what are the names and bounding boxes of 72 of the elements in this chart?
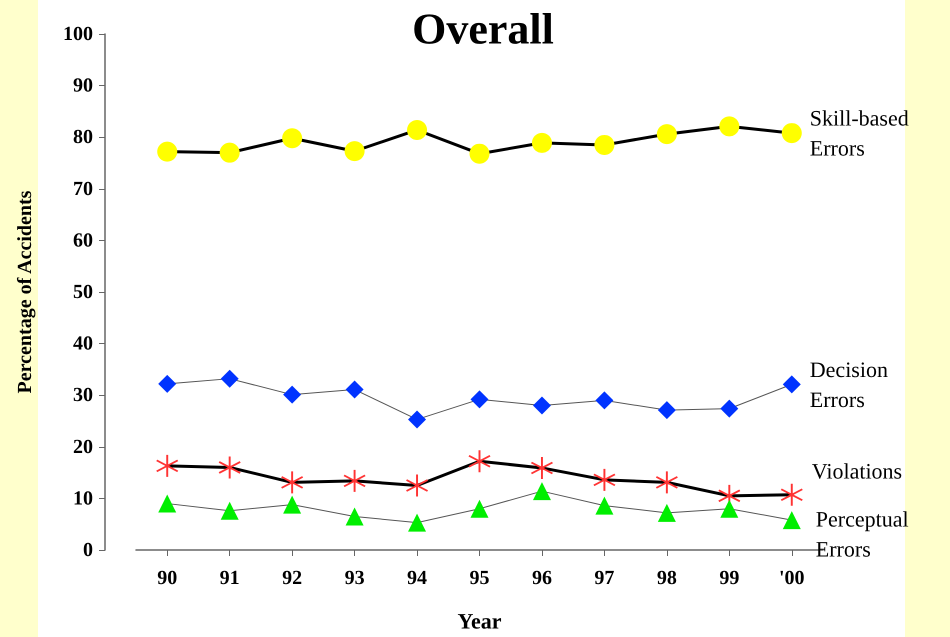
y-tick-label: 10 <box>73 487 93 510</box>
point <box>281 471 304 494</box>
point <box>656 471 678 494</box>
x-tick-label: 97 <box>594 567 614 589</box>
point <box>156 454 178 477</box>
point <box>344 470 366 492</box>
point <box>594 134 614 155</box>
x-tick-label: 96 <box>532 567 552 589</box>
point <box>158 374 176 393</box>
point <box>658 504 676 522</box>
series-label: Perceptual Errors <box>816 506 914 562</box>
point <box>530 456 553 479</box>
point <box>782 375 801 394</box>
point <box>408 410 426 428</box>
point <box>780 484 803 506</box>
point <box>407 120 428 140</box>
y-tick-label: 30 <box>73 384 93 406</box>
series-label: Violations <box>812 458 902 484</box>
y-tick-label: 90 <box>73 74 93 97</box>
point <box>220 370 239 388</box>
y-tick-label: 40 <box>73 332 93 355</box>
point <box>658 401 676 420</box>
series-label: Decision Errors <box>810 356 894 412</box>
point <box>282 128 302 148</box>
point <box>344 141 365 162</box>
point <box>656 124 677 144</box>
point <box>470 144 490 164</box>
y-tick-label: 80 <box>73 126 93 148</box>
x-tick-label: '00 <box>778 567 805 589</box>
point <box>532 396 551 415</box>
point <box>720 500 738 518</box>
point <box>782 123 802 144</box>
point <box>782 511 801 530</box>
x-tick-label: 92 <box>282 567 302 589</box>
y-axis-title: Percentage of Accidents <box>14 190 36 394</box>
y-tick-label: 50 <box>73 281 93 303</box>
point <box>470 500 488 518</box>
x-tick-label: 90 <box>157 567 178 589</box>
y-tick-label: 70 <box>73 178 93 200</box>
x-tick-label: 91 <box>220 567 240 589</box>
x-tick-label: 94 <box>407 567 428 589</box>
y-tick-label: 100 <box>63 23 93 45</box>
x-tick-label: 99 <box>719 567 740 589</box>
point <box>346 507 364 526</box>
point <box>158 494 176 513</box>
point <box>283 386 302 404</box>
x-tick-label: 95 <box>470 567 490 589</box>
x-tick-label: 98 <box>656 567 677 589</box>
point <box>157 142 178 162</box>
point <box>218 456 241 478</box>
point <box>532 482 551 500</box>
point <box>595 496 614 515</box>
x-tick-label: 93 <box>344 567 365 589</box>
point <box>719 116 740 136</box>
y-tick-label: 60 <box>73 229 93 252</box>
y-tick-label: 0 <box>83 539 93 561</box>
point <box>220 142 240 163</box>
y-tick-label: 20 <box>73 436 93 458</box>
point <box>346 380 364 399</box>
point <box>220 502 239 520</box>
point <box>595 391 614 410</box>
chart-title: Overall <box>412 4 554 54</box>
x-axis-title: Year <box>458 608 502 634</box>
point <box>470 390 488 408</box>
point <box>283 496 302 514</box>
point <box>593 468 616 491</box>
point <box>468 450 490 472</box>
point <box>532 132 552 153</box>
point <box>408 514 426 532</box>
point <box>406 474 428 496</box>
series-label: Skill-based Errors <box>810 106 914 161</box>
point <box>720 400 738 418</box>
